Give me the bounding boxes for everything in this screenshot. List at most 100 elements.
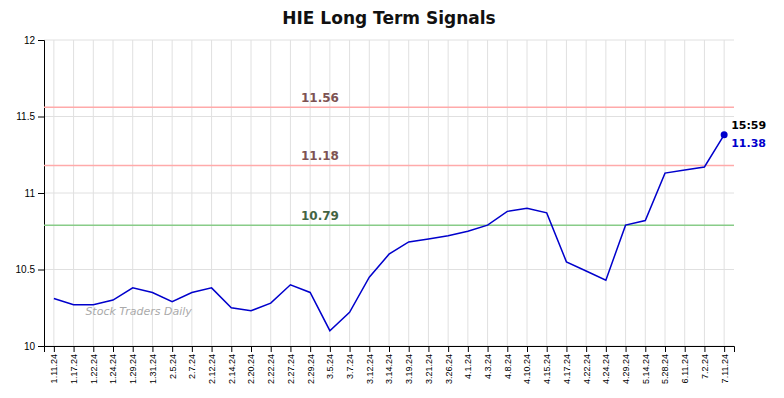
tick: 7.2.24 — [700, 346, 710, 379]
tick: 5.28.24 — [660, 346, 670, 384]
tick: 2.29.24 — [306, 346, 316, 384]
tick: 10 — [24, 341, 44, 352]
grid-line — [684, 40, 685, 346]
tick-label: 3.5.24 — [325, 354, 335, 379]
title: HIE Long Term Signals — [282, 8, 495, 28]
tick: 4.3.24 — [483, 346, 493, 379]
tick-mark — [74, 346, 75, 352]
grid-line — [487, 40, 488, 346]
tick-mark — [310, 346, 311, 352]
tick-label: 1.31.24 — [148, 354, 158, 384]
tick-mark — [369, 346, 370, 352]
tick-label: 4.17.24 — [562, 354, 572, 384]
tick-mark — [409, 346, 410, 352]
tick-mark — [38, 270, 44, 271]
grid-line — [467, 40, 468, 346]
tick: 2.7.24 — [187, 346, 197, 379]
tick: 4.8.24 — [503, 346, 513, 379]
tick: 3.5.24 — [325, 346, 335, 379]
tick: 10.5 — [16, 264, 44, 275]
tick-mark — [645, 346, 646, 352]
tick-label: 4.15.24 — [542, 354, 552, 384]
tick-label: 3.7.24 — [345, 354, 355, 379]
tick-label: 3.14.24 — [384, 354, 394, 384]
tick: 3.26.24 — [444, 346, 454, 384]
tick: 2.22.24 — [266, 346, 276, 384]
tick: 1.22.24 — [89, 346, 99, 384]
grid-line — [566, 40, 567, 346]
reference-label: 10.79 — [301, 209, 339, 223]
tick: 2.12.24 — [207, 346, 217, 384]
tick-mark — [527, 346, 528, 352]
grid-line — [408, 40, 409, 346]
grid-line — [369, 40, 370, 346]
grid-line — [625, 40, 626, 346]
grid-line — [645, 40, 646, 346]
chart: 1010.51111.5121.11.241.17.241.22.241.24.… — [0, 0, 784, 398]
tick: 3.14.24 — [384, 346, 394, 384]
tick-label: 2.12.24 — [207, 354, 217, 384]
tick-label: 1.22.24 — [89, 354, 99, 384]
grid-line — [546, 40, 547, 346]
reference-line — [44, 107, 734, 109]
tick: 1.29.24 — [128, 346, 138, 384]
tick-label: 11.5 — [16, 111, 35, 122]
y-axis: 1010.51111.512 — [16, 35, 45, 352]
grid — [44, 40, 734, 346]
tick: 3.12.24 — [365, 346, 375, 384]
grid-line — [172, 40, 173, 346]
tick-mark — [566, 346, 567, 352]
tick-mark — [389, 346, 390, 352]
tick-mark — [251, 346, 252, 352]
tick-mark — [212, 346, 213, 352]
grid-line — [251, 40, 252, 346]
tick: 2.5.24 — [168, 346, 178, 379]
tick: 1.11.24 — [49, 346, 59, 383]
grid-line — [73, 40, 74, 346]
last-price-label: 11.38 — [731, 137, 766, 150]
tick-label: 7.11.24 — [720, 354, 730, 383]
tick-mark — [231, 346, 232, 352]
marks — [44, 107, 734, 330]
grid-line — [527, 40, 528, 346]
tick-mark — [685, 346, 686, 352]
tick-label: 4.8.24 — [503, 354, 513, 379]
tick-mark — [606, 346, 607, 352]
grid-line — [704, 40, 705, 346]
tick-mark — [507, 346, 508, 352]
tick-label: 4.29.24 — [621, 354, 631, 384]
tick: 4.29.24 — [621, 346, 631, 384]
tick-mark — [704, 346, 705, 352]
grid-line — [665, 40, 666, 346]
tick-mark — [38, 346, 44, 347]
tick: 7.11.24 — [720, 346, 730, 383]
tick-mark — [38, 193, 44, 194]
tick-mark — [290, 346, 291, 352]
tick-mark — [113, 346, 114, 352]
tick: 1.31.24 — [148, 346, 158, 384]
labels: 11.5611.1810.79Stock Traders Daily15:591… — [85, 91, 766, 318]
tick-label: 2.27.24 — [286, 354, 296, 384]
tick-mark — [271, 346, 272, 352]
tick-mark — [586, 346, 587, 352]
tick: 4.22.24 — [582, 346, 592, 384]
tick: 2.20.24 — [246, 346, 256, 384]
tick: 1.24.24 — [108, 346, 118, 384]
grid-line — [605, 40, 606, 346]
grid-line — [211, 40, 212, 346]
tick-mark — [38, 40, 44, 41]
tick-mark — [350, 346, 351, 352]
tick-mark — [54, 346, 55, 352]
tick-mark — [330, 346, 331, 352]
grid-line — [448, 40, 449, 346]
price-line — [54, 135, 724, 331]
tick: 2.14.24 — [227, 346, 237, 384]
tick-mark — [448, 346, 449, 352]
tick: 2.27.24 — [286, 346, 296, 384]
tick: 4.15.24 — [542, 346, 552, 384]
tick-label: 2.5.24 — [168, 354, 178, 379]
tick-label: 4.3.24 — [483, 354, 493, 379]
grid-line — [93, 40, 94, 346]
last-time-label: 15:59 — [731, 119, 766, 132]
tick-label: 3.19.24 — [404, 354, 414, 384]
